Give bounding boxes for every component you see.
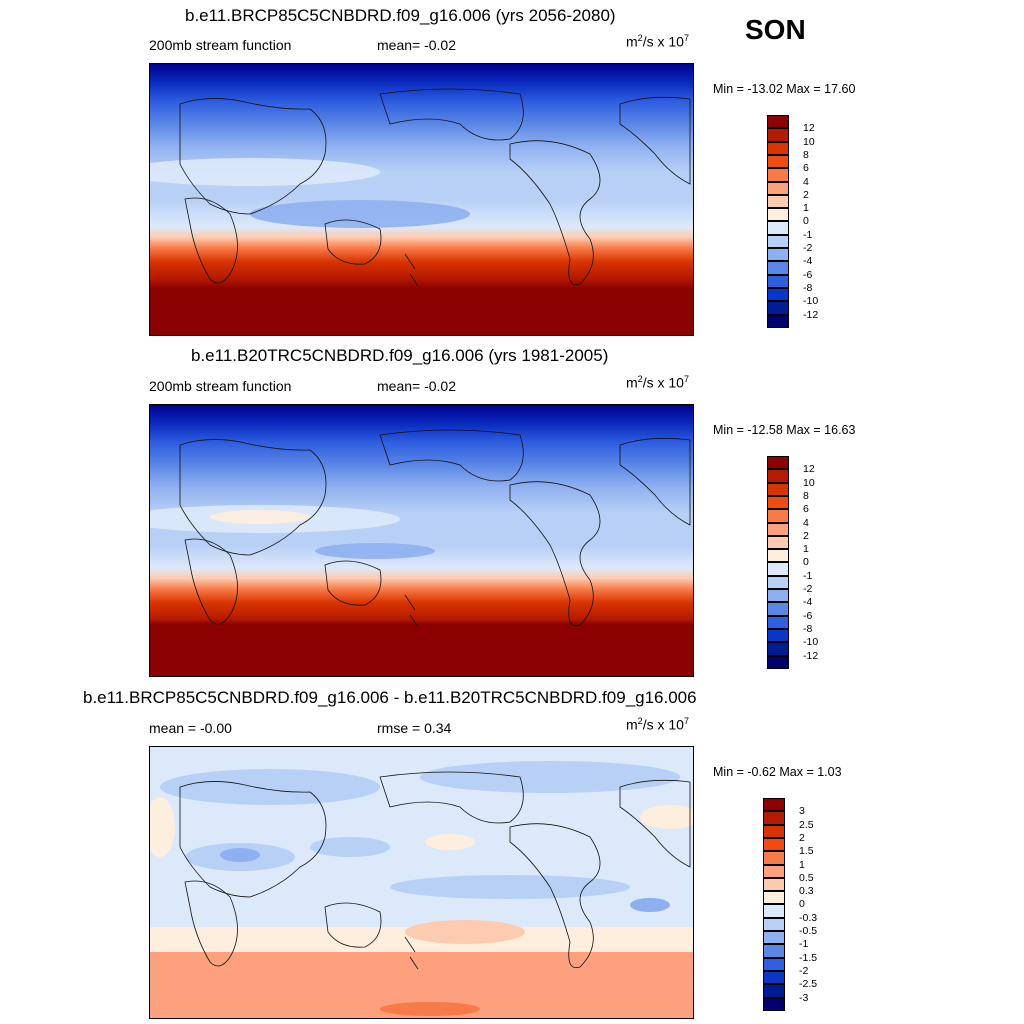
colorbar-tick: -4: [803, 255, 813, 268]
colorbar-tick: 0: [803, 556, 809, 569]
panel-3-map: [149, 746, 694, 1019]
colorbar-tick: 12: [803, 463, 815, 476]
colorbar-tick: -10: [803, 636, 819, 649]
colorbar-tick: 2: [803, 188, 809, 201]
colorbar-tick: 3: [799, 805, 805, 818]
colorbar-tick: -2: [799, 964, 809, 977]
panel-2-title: b.e11.B20TRC5CNBDRD.f09_g16.006 (yrs 198…: [191, 346, 609, 365]
panel-2-minmax: Min = -12.58 Max = 16.63: [713, 423, 856, 437]
panel-1-minmax: Min = -13.02 Max = 17.60: [713, 82, 856, 96]
colorbar-tick: -2.5: [799, 978, 818, 991]
colorbar-tick: 8: [803, 148, 809, 161]
colorbar-tick: 0: [799, 898, 805, 911]
colorbar-tick: 1: [803, 543, 809, 556]
colorbar-tick: 6: [803, 503, 809, 516]
colorbar-tick: -3: [799, 991, 809, 1004]
panel-2-left-label: 200mb stream function: [149, 378, 292, 394]
panel-3-left-label: mean = -0.00: [149, 720, 232, 736]
colorbar-tick: 0.5: [799, 871, 814, 884]
panel-3-title: b.e11.BRCP85C5CNBDRD.f09_g16.006 - b.e11…: [83, 688, 697, 707]
colorbar-tick: -1: [803, 228, 813, 241]
panel-2-center-label: mean= -0.02: [377, 378, 456, 394]
colorbar-tick: 1.5: [799, 845, 814, 858]
colorbar-tick: 2: [803, 529, 809, 542]
panel-3-colorbar: 3 2.5 2 1.5 1 0.5 0.3 0 -0.3 -0.5 -1 -1.…: [763, 798, 823, 1011]
colorbar-tick: 0: [803, 215, 809, 228]
panel-1-center-label: mean= -0.02: [377, 37, 456, 53]
panel-2-map: [149, 404, 694, 677]
colorbar-tick: -2: [803, 583, 813, 595]
colorbar-tick: -0.3: [799, 911, 818, 924]
colorbar-tick: 10: [803, 476, 815, 489]
colorbar-tick: 4: [803, 175, 809, 188]
colorbar-tick: -4: [803, 596, 813, 609]
colorbar-tick: 2.5: [799, 818, 814, 831]
panel-1-map: [149, 63, 694, 336]
colorbar-tick: 10: [803, 135, 815, 148]
colorbar-tick: -0.5: [799, 925, 818, 937]
colorbar-tick: -2: [803, 242, 813, 254]
panel-2-units: m2/s x 107: [626, 374, 689, 391]
colorbar-tick: -1: [799, 938, 809, 951]
panel-3-units: m2/s x 107: [626, 716, 689, 733]
colorbar-tick: 0.3: [799, 885, 814, 898]
panel-1-title: b.e11.BRCP85C5CNBDRD.f09_g16.006 (yrs 20…: [185, 6, 616, 25]
colorbar-tick: -6: [803, 268, 813, 281]
colorbar-tick: 2: [799, 831, 805, 844]
panel-2-colorbar: 12 10 8 6 4 2 1 0 -1 -2 -4 -6 -8 -10 -12: [767, 456, 827, 669]
panel-3-center-label: rmse = 0.34: [377, 720, 452, 736]
colorbar-tick: 4: [803, 516, 809, 529]
panel-3-minmax: Min = -0.62 Max = 1.03: [713, 765, 842, 779]
colorbar-tick: -1.5: [799, 951, 818, 964]
colorbar-tick: -12: [803, 649, 819, 662]
colorbar-tick: -1: [803, 569, 813, 582]
panel-1-units: m2/s x 107: [626, 33, 689, 50]
colorbar-tick: 6: [803, 162, 809, 175]
panel-1-colorbar: 12 10 8 6 4 2 1 0 -1 -2 -4 -6 -8 -10 -12: [767, 115, 827, 328]
colorbar-tick: 12: [803, 122, 815, 135]
colorbar-tick: -8: [803, 281, 813, 294]
colorbar-tick: -6: [803, 609, 813, 622]
colorbar-tick: -10: [803, 295, 819, 308]
season-label: SON: [745, 14, 806, 45]
colorbar-tick: 1: [803, 202, 809, 215]
colorbar-tick: 1: [799, 858, 805, 871]
colorbar-tick: -8: [803, 622, 813, 635]
colorbar-tick: 8: [803, 489, 809, 502]
panel-1-left-label: 200mb stream function: [149, 37, 292, 53]
colorbar-tick: -12: [803, 308, 819, 321]
